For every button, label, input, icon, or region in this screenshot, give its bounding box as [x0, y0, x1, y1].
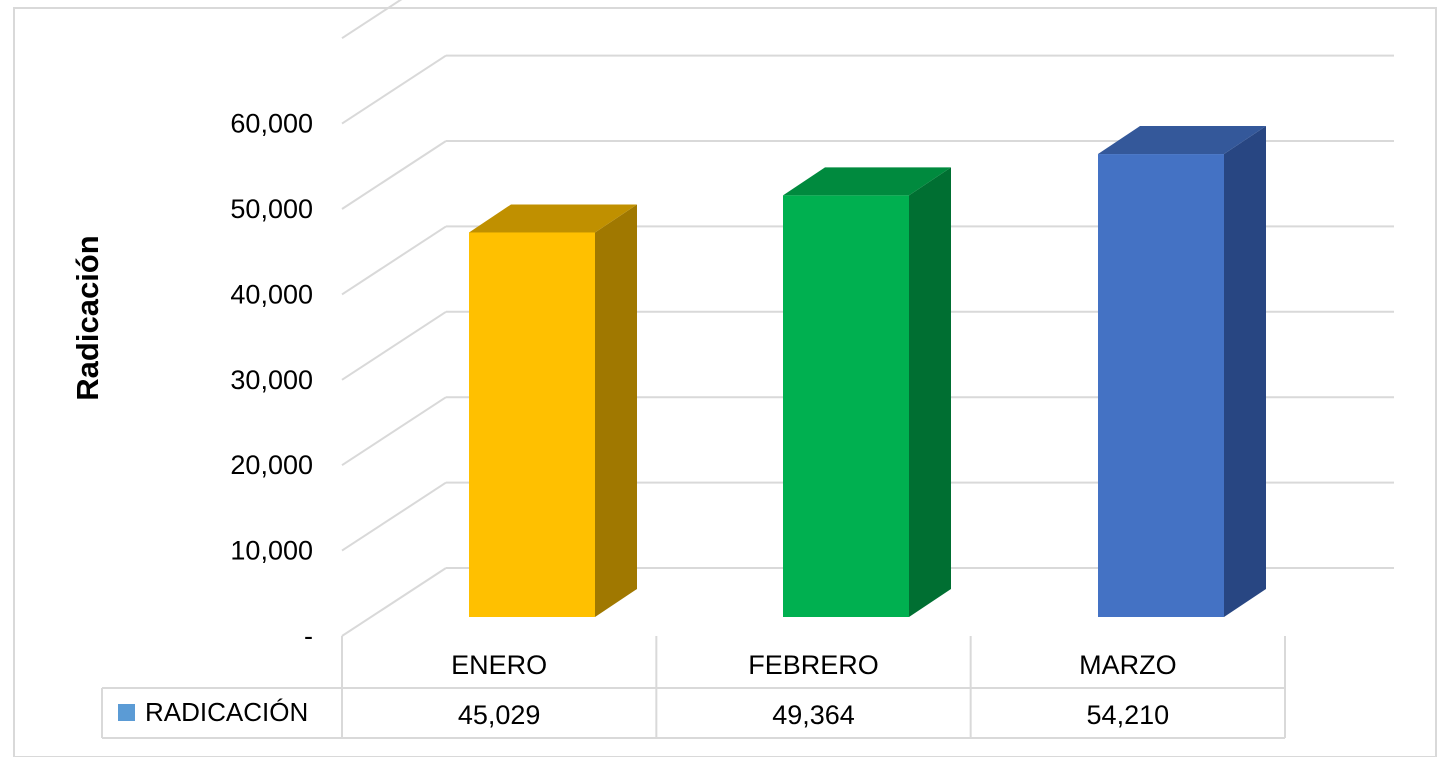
gridline-diagonal	[341, 140, 447, 210]
bar-top-face	[469, 204, 637, 233]
bar-enero	[469, 204, 637, 618]
legend-swatch	[118, 704, 135, 721]
y-axis-ticks: - 10,000 20,000 30,000 40,000 50,000 60,000	[230, 109, 313, 651]
gridline-diagonal	[341, 310, 447, 381]
category-label: MARZO	[1079, 650, 1177, 680]
data-label: 49,364	[772, 700, 855, 730]
bar-side-face	[595, 204, 637, 618]
data-table: ENERO 45,029 FEBRERO 49,364 MARZO 54,210 RADIC…	[101, 636, 1286, 739]
gridline-diagonal	[341, 396, 447, 467]
gridline-diagonal	[341, 481, 447, 552]
data-label: 45,029	[458, 700, 541, 730]
data-label: 54,210	[1087, 700, 1170, 730]
y-tick-label: 30,000	[230, 365, 313, 395]
legend-series-name: RADICACIÓN	[145, 697, 308, 727]
gridline-diagonal	[341, 54, 447, 125]
y-tick-label: -	[304, 621, 313, 651]
bars-group	[469, 126, 1266, 618]
bar-front-face	[469, 232, 595, 618]
y-tick-label: 20,000	[230, 450, 313, 480]
y-tick-label: 50,000	[230, 194, 313, 224]
bar-febrero	[783, 167, 951, 617]
y-tick-label: 40,000	[230, 279, 313, 309]
bar-front-face	[783, 195, 909, 617]
bar-top-face	[783, 167, 951, 196]
gridline-diagonal	[341, 0, 403, 40]
gridline-diagonal	[341, 567, 447, 637]
bar-front-face	[1098, 154, 1224, 617]
bar-side-face	[909, 167, 951, 617]
bar-side-face	[1224, 126, 1266, 617]
y-tick-label: 60,000	[230, 109, 313, 139]
y-axis-title: Radicación	[70, 235, 105, 400]
gridline-diagonal	[341, 225, 447, 296]
bar-top-face	[1098, 126, 1266, 155]
category-label: ENERO	[451, 650, 547, 680]
bar-marzo	[1098, 126, 1266, 617]
category-label: FEBRERO	[748, 650, 879, 680]
y-tick-label: 10,000	[230, 536, 313, 566]
